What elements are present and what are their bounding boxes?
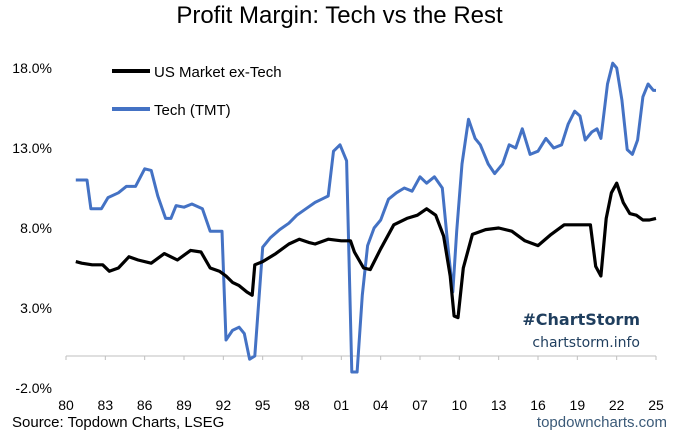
x-tick-label: 25 <box>648 397 664 413</box>
y-axis-ticks: -2.0% 3.0% 8.0% 13.0% 18.0% <box>12 60 52 396</box>
y-tick-label: 3.0% <box>20 300 52 316</box>
x-tick-label: 95 <box>255 397 271 413</box>
y-tick-label: 18.0% <box>12 60 52 76</box>
x-tick-label: 83 <box>98 397 114 413</box>
x-tick-label: 89 <box>176 397 192 413</box>
legend-label-ex-tech: US Market ex-Tech <box>154 64 282 81</box>
y-tick-label: 8.0% <box>20 220 52 236</box>
x-tick-label: 92 <box>216 397 232 413</box>
legend: US Market ex-Tech Tech (TMT) <box>112 64 282 119</box>
x-tick-label: 01 <box>334 397 350 413</box>
chart-title: Profit Margin: Tech vs the Rest <box>176 2 503 29</box>
series-line-ex-tech <box>75 181 657 320</box>
x-tick-label: 19 <box>570 397 586 413</box>
brand-site: chartstorm.info <box>532 335 640 351</box>
source-note: Source: Topdown Charts, LSEG <box>12 414 225 431</box>
series-lines <box>75 61 657 374</box>
x-tick-label: 10 <box>452 397 468 413</box>
x-tick-label: 07 <box>412 397 428 413</box>
series-line-tech <box>75 61 656 374</box>
y-tick-label: -2.0% <box>15 380 52 396</box>
x-tick-label: 22 <box>609 397 625 413</box>
x-tick-label: 86 <box>137 397 153 413</box>
x-axis-ticks: 80 83 86 89 92 95 98 01 04 07 10 13 16 19 22 25 <box>58 356 664 413</box>
x-tick-label: 80 <box>58 397 74 413</box>
y-tick-label: 13.0% <box>12 140 52 156</box>
credit-link[interactable]: topdowncharts.com <box>536 414 667 431</box>
x-tick-label: 13 <box>491 397 507 413</box>
brand-hashtag: #ChartStorm <box>522 310 640 329</box>
legend-label-tech: Tech (TMT) <box>154 102 231 119</box>
x-tick-label: 98 <box>294 397 310 413</box>
x-tick-label: 04 <box>373 397 389 413</box>
x-tick-label: 16 <box>530 397 546 413</box>
